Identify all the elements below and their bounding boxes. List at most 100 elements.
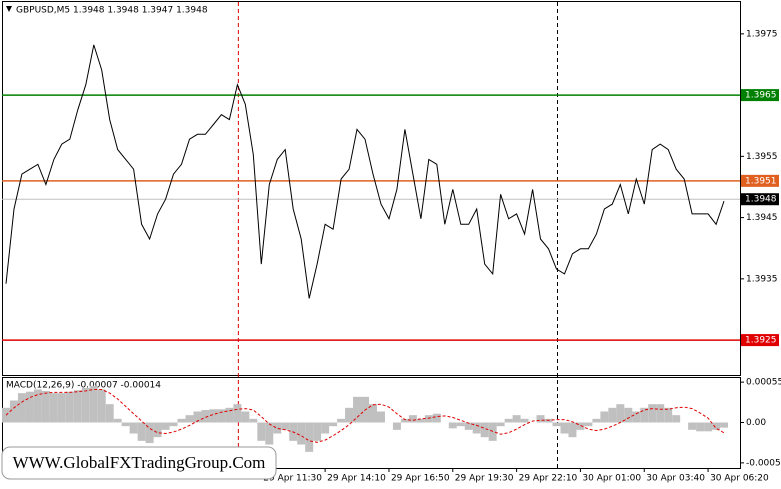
symbol-icon [6,6,12,12]
y-tick-label: 0.00055 [746,378,781,388]
macd-bar [241,411,250,423]
chart-title: GBPUSD,M5 1.3948 1.3948 1.3947 1.3948 [16,6,208,16]
macd-bar [480,422,489,438]
signal-line [5,389,725,443]
macd-bar [145,422,154,444]
x-tick-label: 29 Apr 16:50 [391,474,450,484]
macd-bar [305,422,314,452]
macd-bar [456,422,465,427]
macd-bar [584,422,593,427]
macd-bar [600,411,609,423]
macd-bar [257,422,266,441]
level-label-box [741,89,779,102]
macd-bar [688,422,697,430]
macd-bar [81,388,90,423]
macd-bar [504,418,513,423]
macd-bar [105,404,114,423]
macd-bar [353,396,362,423]
macd-bar [592,418,601,423]
macd-bar [273,422,282,434]
macd-bar [568,422,577,438]
y-tick-label: 1.3955 [746,152,778,162]
macd-bar [89,385,98,423]
macd-bar [329,422,338,427]
macd-bar [704,422,713,432]
level-label: 1.3951 [745,176,777,186]
macd-bar [249,418,258,423]
macd-title: MACD(12,26,9) -0.00007 -0.00014 [6,381,161,391]
macd-bar [185,415,194,423]
macd-bar [496,422,505,427]
price-line [5,44,725,299]
macd-bar [408,415,417,423]
macd-bar [720,422,729,428]
macd-bar [512,415,521,423]
macd-bar [712,422,721,430]
watermark: WWW.GlobalFXTradingGroup.Com [13,453,266,472]
macd-bar [57,393,66,423]
macd-bar [97,389,106,423]
y-tick-label: -0.00055 [746,458,781,468]
macd-bar [448,422,457,429]
x-tick-label: 30 Apr 03:40 [646,474,705,484]
macd-bar [640,407,649,423]
macd-bar [520,418,529,423]
macd-bar [233,404,242,423]
macd-bar [337,418,346,423]
macd-bar [129,422,138,434]
macd-bar [193,411,202,423]
macd-bar [217,409,226,423]
macd-bar [297,422,306,445]
macd-bar [696,422,705,432]
macd-bar [424,415,433,423]
macd-bar [400,418,409,423]
macd-bar [153,422,162,438]
macd-bar [392,422,401,430]
macd-bar [624,407,633,423]
macd-bar [648,404,657,423]
macd-bar [656,404,665,423]
macd-bar [265,422,274,445]
macd-bar [552,422,561,427]
macd-bar [560,422,569,434]
macd-bar [177,418,186,423]
macd-bar [576,422,585,430]
macd-bar [161,422,170,430]
macd-bar [632,411,641,423]
macd-bar [464,422,473,430]
macd-bar [121,422,130,427]
macd-bar [201,410,210,423]
macd-bar [416,418,425,423]
x-tick-label: 30 Apr 06:20 [710,474,769,484]
macd-bar [536,415,545,423]
macd-bar [169,422,178,427]
macd-bar [209,409,218,423]
macd-bar [432,413,441,423]
macd-bar [41,390,50,423]
macd-bar [137,422,146,441]
x-tick-label: 29 Apr 19:30 [455,474,514,484]
macd-bar [281,422,290,430]
macd-bar [369,404,377,423]
level-label-box [741,193,779,206]
macd-bar [313,422,322,441]
macd-bar [9,400,18,423]
level-label: 1.3965 [745,91,777,101]
macd-bar [376,411,385,423]
macd-bar [321,422,330,434]
x-tick-label: 30 Apr 01:00 [582,474,641,484]
macd-bar [49,393,58,423]
macd-bar [25,391,34,423]
level-label: 1.3925 [745,336,777,346]
macd-bar [616,404,625,423]
macd-bar [65,391,74,423]
y-tick-label: 1.3975 [746,29,778,39]
macd-bar [33,389,42,423]
macd-bar [664,407,673,423]
macd-bar [608,407,617,423]
watermark-box [1,446,277,480]
macd-bar [672,415,681,423]
x-tick-label: 29 Apr 22:10 [519,474,578,484]
macd-bar [345,407,354,423]
